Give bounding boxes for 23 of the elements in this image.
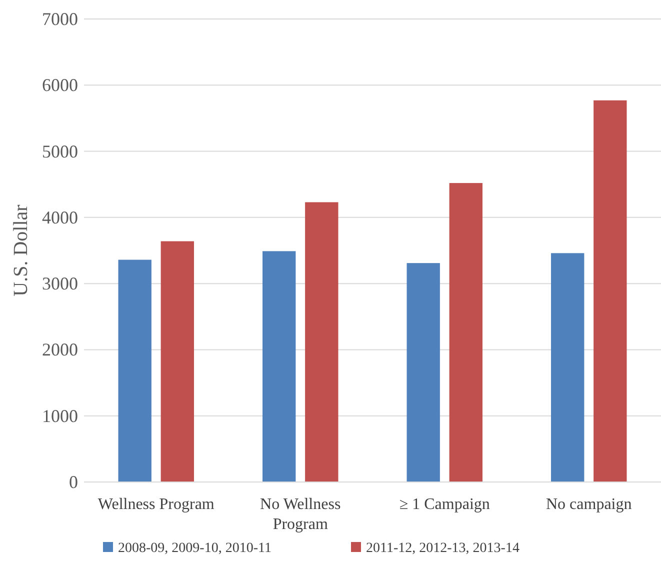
y-axis-title: U.S. Dollar — [10, 204, 32, 296]
bar — [305, 202, 338, 482]
bar — [262, 251, 296, 482]
x-tick-label: No campaign — [546, 496, 632, 513]
x-tick-label: Wellness Program — [98, 496, 215, 513]
bar — [118, 260, 152, 482]
y-tick-label: 7000 — [42, 9, 78, 29]
bar — [449, 183, 482, 482]
bar — [160, 241, 194, 482]
y-tick-label: 2000 — [42, 340, 78, 360]
y-tick-label: 1000 — [42, 406, 78, 426]
y-tick-label: 6000 — [42, 75, 78, 96]
y-tick-label: 3000 — [42, 274, 78, 294]
bar — [551, 253, 584, 482]
x-tick-label: No Wellness Program — [260, 496, 341, 533]
legend-label: 2008-09, 2009-10, 2010-11 — [118, 541, 272, 556]
y-tick-label: 4000 — [42, 207, 78, 228]
y-tick-label: 5000 — [42, 141, 78, 162]
legend-label: 2011-12, 2012-13, 2013-14 — [366, 541, 520, 556]
bar — [594, 100, 627, 482]
bar — [406, 263, 440, 482]
y-tick-label: 0 — [69, 472, 78, 492]
x-tick-label: ≥ 1 Campaign — [399, 496, 490, 513]
